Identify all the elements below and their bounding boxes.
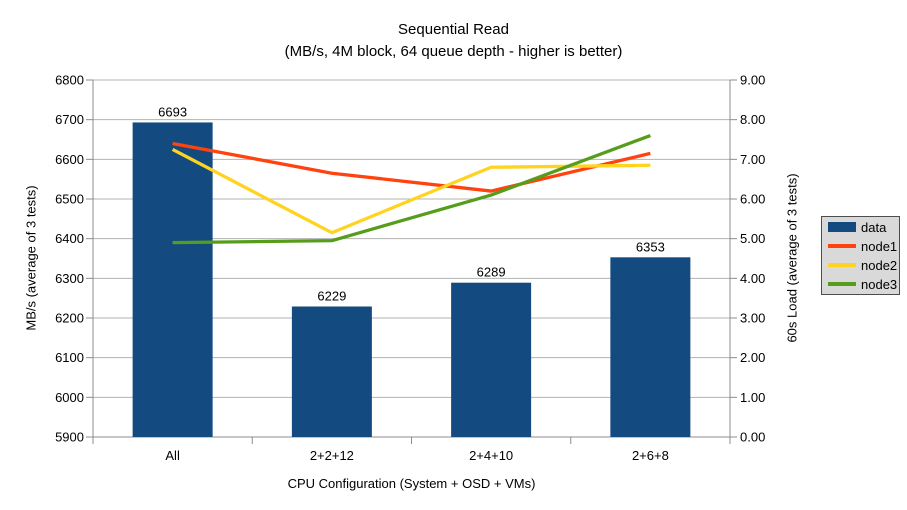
bar-2+4+10 — [451, 282, 532, 437]
x-category-label: 2+2+12 — [310, 448, 354, 463]
legend-label-data: data — [861, 219, 887, 235]
bar-value-label: 6229 — [317, 288, 346, 303]
y-right-tick-label: 7.00 — [740, 152, 765, 167]
legend-swatch-node1 — [828, 244, 856, 248]
y-right-tick-label: 6.00 — [740, 192, 765, 207]
y-left-tick-label: 6800 — [55, 73, 84, 88]
legend-label-node3: node3 — [861, 276, 898, 292]
y-left-tick-label: 6000 — [55, 390, 84, 405]
legend-item-node1: node1 — [828, 240, 899, 253]
y-left-tick-label: 6500 — [55, 192, 84, 207]
x-category-label: 2+4+10 — [469, 448, 513, 463]
chart-title: Sequential Read — [398, 21, 509, 38]
y-left-tick-label: 5900 — [55, 430, 84, 445]
y-right-tick-label: 8.00 — [740, 112, 765, 127]
legend-swatch-data — [828, 222, 856, 232]
y-right-tick-label: 5.00 — [740, 231, 765, 246]
legend-label-node1: node1 — [861, 238, 898, 254]
legend-swatch-node3 — [828, 282, 856, 286]
legend-item-data: data — [828, 221, 899, 234]
bar-value-label: 6353 — [636, 239, 665, 254]
y-right-tick-label: 1.00 — [740, 390, 765, 405]
bar-value-label: 6289 — [477, 265, 506, 280]
y-right-tick-label: 3.00 — [740, 311, 765, 326]
y-left-tick-label: 6100 — [55, 350, 84, 365]
y-right-tick-label: 4.00 — [740, 271, 765, 286]
legend-swatch-node2 — [828, 263, 856, 267]
y-left-tick-label: 6700 — [55, 112, 84, 127]
bar-value-label: 6693 — [158, 104, 187, 119]
bar-2+2+12 — [291, 306, 372, 437]
legend-item-node3: node3 — [828, 278, 899, 291]
y-left-tick-label: 6400 — [55, 231, 84, 246]
y-right-tick-label: 2.00 — [740, 350, 765, 365]
line-series-node1 — [172, 141, 651, 193]
y-left-tick-label: 6200 — [55, 311, 84, 326]
chart-title-block: Sequential Read (MB/s, 4M block, 64 queu… — [0, 19, 907, 63]
bar-All — [132, 122, 213, 438]
x-category-label: All — [165, 448, 180, 463]
y-right-tick-label: 9.00 — [740, 73, 765, 88]
y-left-tick-label: 6300 — [55, 271, 84, 286]
line-series-node3 — [172, 133, 651, 245]
x-category-label: 2+6+8 — [632, 448, 669, 463]
x-axis-title: CPU Configuration (System + OSD + VMs) — [287, 476, 536, 491]
legend: data node1 node2 node3 — [821, 216, 900, 295]
y-right-tick-label: 0.00 — [740, 430, 765, 445]
y-left-tick-label: 6600 — [55, 152, 84, 167]
legend-label-node2: node2 — [861, 257, 898, 273]
legend-item-node2: node2 — [828, 259, 899, 272]
bar-2+6+8 — [610, 257, 691, 437]
chart-subtitle: (MB/s, 4M block, 64 queue depth - higher… — [284, 43, 623, 60]
